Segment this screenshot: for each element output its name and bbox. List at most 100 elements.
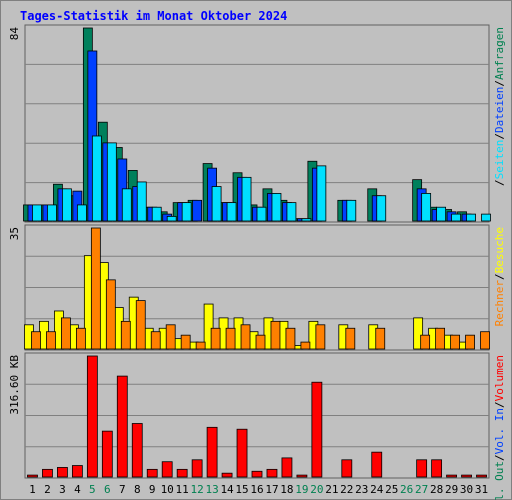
chart-layer: 84/Seiten/Dateien/Anfragen35Rechner/Besu…: [8, 24, 506, 500]
x-tick-label-3: 3: [59, 483, 66, 496]
bar-rechner-day-24: [375, 327, 386, 350]
bar-seiten-day-9: [151, 206, 162, 222]
bar-rechner-day-4: [75, 327, 86, 350]
x-tick-label-12: 12: [191, 483, 204, 496]
bar-volumen-day-7: [116, 375, 128, 478]
bar-volumen-day-17: [266, 468, 278, 478]
bar-rechner-day-6: [105, 279, 116, 350]
x-tick-label-27: 27: [415, 483, 428, 496]
x-tick-label-22: 22: [340, 483, 353, 496]
bar-volumen-day-8: [131, 423, 143, 478]
legend-text: Vol. Out/Vol. In/Volumen: [493, 355, 506, 500]
bar-volumen-day-3: [57, 467, 68, 478]
panel-volume-legend: Vol. Out/Vol. In/Volumen: [493, 355, 506, 500]
bar-rechner-day-1: [31, 331, 41, 350]
x-tick-label-2: 2: [44, 483, 51, 496]
bar-seiten-day-24: [376, 195, 387, 222]
legend-besuche: Besuche: [493, 227, 506, 273]
bar-rechner-day-29: [450, 334, 460, 350]
bar-rechner-day-11: [180, 334, 191, 350]
bar-besuche-day-13: [203, 303, 214, 350]
bar-volumen-day-16: [251, 470, 263, 478]
legend-separator: /: [493, 401, 506, 408]
bar-seiten-day-13: [211, 186, 222, 222]
bar-volumen-day-13: [206, 426, 218, 478]
bar-seiten-day-17: [271, 193, 282, 222]
bar-rechner-day-27: [420, 334, 431, 350]
panel-max-label: 316.60 KB: [8, 355, 21, 415]
bar-volumen-day-22: [341, 459, 353, 478]
bar-rechner-day-17: [270, 320, 281, 350]
panel-hits-legend: /Seiten/Dateien/Anfragen: [493, 27, 506, 186]
legend-text: /Seiten/Dateien/Anfragen: [493, 27, 506, 186]
bar-seiten-day-28: [436, 206, 447, 222]
bar-rechner-day-30: [465, 334, 475, 350]
bar-volumen-day-9: [146, 468, 158, 478]
bar-volumen-day-10: [161, 461, 173, 478]
legend-volout: Vol. Out: [493, 461, 506, 500]
bar-rechner-day-3: [61, 317, 71, 350]
x-tick-label-6: 6: [104, 483, 111, 496]
x-tick-label-11: 11: [176, 483, 189, 496]
bar-volumen-day-14: [221, 472, 233, 478]
bar-seiten-day-3: [62, 188, 72, 222]
chart-title: Tages-Statistik im Monat Oktober 2024: [20, 9, 287, 23]
x-tick-label-20: 20: [310, 483, 323, 496]
bar-volumen-day-29: [446, 474, 457, 478]
bar-rechner-day-14: [225, 327, 236, 350]
x-tick-label-19: 19: [295, 483, 308, 496]
panel-visits-legend: Rechner/Besuche: [493, 227, 506, 326]
bar-volumen-day-5: [86, 355, 98, 478]
bar-rechner-day-9: [150, 331, 161, 350]
bar-volumen-day-15: [236, 428, 248, 478]
bar-rechner-day-16: [255, 334, 266, 350]
legend-text: Rechner/Besuche: [493, 227, 506, 326]
bar-seiten-day-27: [421, 193, 432, 222]
bar-volumen-day-24: [371, 451, 383, 478]
bar-rechner-day-2: [46, 331, 56, 350]
bar-rechner-day-28: [435, 327, 446, 350]
legend-separator: /: [493, 179, 506, 186]
bar-seiten-day-31: [481, 213, 491, 222]
bar-seiten-day-2: [47, 204, 57, 222]
bar-seiten-day-30: [466, 213, 476, 222]
bar-rechner-day-15: [240, 324, 251, 350]
bar-seiten-day-6: [106, 142, 117, 222]
bar-rechner-day-13: [210, 327, 221, 350]
bar-volumen-day-18: [281, 457, 293, 478]
bar-seiten-day-22: [346, 199, 357, 222]
legend-separator: /: [493, 133, 506, 140]
bar-seiten-day-8: [136, 181, 147, 222]
bar-seiten-day-14: [226, 202, 237, 222]
panel-max-label: 84: [8, 27, 21, 41]
legend-dateien: Dateien: [493, 87, 506, 133]
x-tick-label-1: 1: [29, 483, 36, 496]
bar-volumen-day-28: [431, 459, 443, 478]
bar-seiten-day-10: [166, 216, 177, 222]
bar-seiten-day-19: [301, 218, 312, 222]
legend-seiten: Seiten: [493, 140, 506, 180]
bar-volumen-day-27: [416, 459, 428, 478]
x-tick-label-10: 10: [161, 483, 174, 496]
x-tick-label-28: 28: [430, 483, 443, 496]
x-tick-label-16: 16: [250, 483, 263, 496]
legend-separator: /: [493, 273, 506, 280]
bar-volumen-day-6: [101, 430, 113, 478]
legend-volumen: Volumen: [493, 355, 506, 401]
x-tick-label-13: 13: [205, 483, 218, 496]
bar-seiten-day-5: [91, 135, 102, 222]
bar-seiten-day-11: [181, 202, 192, 222]
bar-rechner-day-5: [90, 227, 101, 350]
bar-volumen-day-1: [27, 474, 38, 478]
bar-rechner-day-20: [315, 324, 326, 350]
bar-rechner-day-19: [300, 341, 311, 350]
bar-volumen-day-4: [71, 465, 83, 478]
bar-seiten-day-4: [76, 204, 87, 222]
bar-rechner-day-12: [195, 341, 206, 350]
x-tick-label-7: 7: [119, 483, 126, 496]
bar-seiten-day-15: [241, 176, 252, 222]
bar-seiten-day-29: [451, 213, 461, 222]
bar-volumen-day-12: [191, 459, 203, 478]
bar-rechner-day-18: [285, 327, 296, 350]
